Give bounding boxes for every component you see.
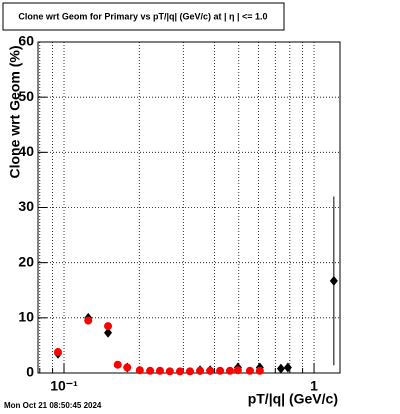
x-tick-label: 10⁻¹	[50, 378, 78, 394]
data-point	[245, 366, 254, 375]
timestamp: Mon Oct 21 08:50:45 2024	[4, 401, 102, 410]
y-axis-label: Clone wrt Geom (%)	[7, 45, 23, 178]
x-axis-label: pT/|q| (GeV/c)	[248, 391, 338, 407]
y-tick-label: 50	[18, 88, 34, 104]
data-point	[276, 363, 285, 374]
data-point	[233, 366, 242, 375]
data-point	[255, 366, 264, 375]
x-tick-label: 1	[310, 378, 318, 394]
data-point	[155, 366, 164, 375]
y-tick-label: 60	[18, 33, 34, 49]
data-point	[104, 327, 113, 338]
y-tick-label: 10	[18, 309, 34, 325]
data-point	[225, 366, 234, 375]
data-point	[206, 366, 215, 375]
chart-title: Clone wrt Geom for Primary vs pT/|q| (Ge…	[18, 11, 267, 21]
data-point	[104, 322, 113, 331]
data-point	[185, 367, 194, 376]
title-box	[2, 2, 285, 31]
y-tick-label: 0	[26, 364, 34, 380]
data-point	[329, 275, 338, 286]
data-point	[216, 366, 225, 375]
data-point	[175, 367, 184, 376]
data-point	[84, 316, 93, 325]
data-point	[283, 362, 292, 373]
y-tick-label: 20	[18, 253, 34, 269]
data-point	[53, 348, 62, 357]
data-point	[123, 363, 132, 372]
y-tick-label: 40	[18, 143, 34, 159]
data-point	[196, 366, 205, 375]
y-tick-label: 30	[18, 198, 34, 214]
data-point	[165, 367, 174, 376]
data-point	[146, 366, 155, 375]
data-point	[113, 360, 122, 369]
data-point	[135, 366, 144, 375]
